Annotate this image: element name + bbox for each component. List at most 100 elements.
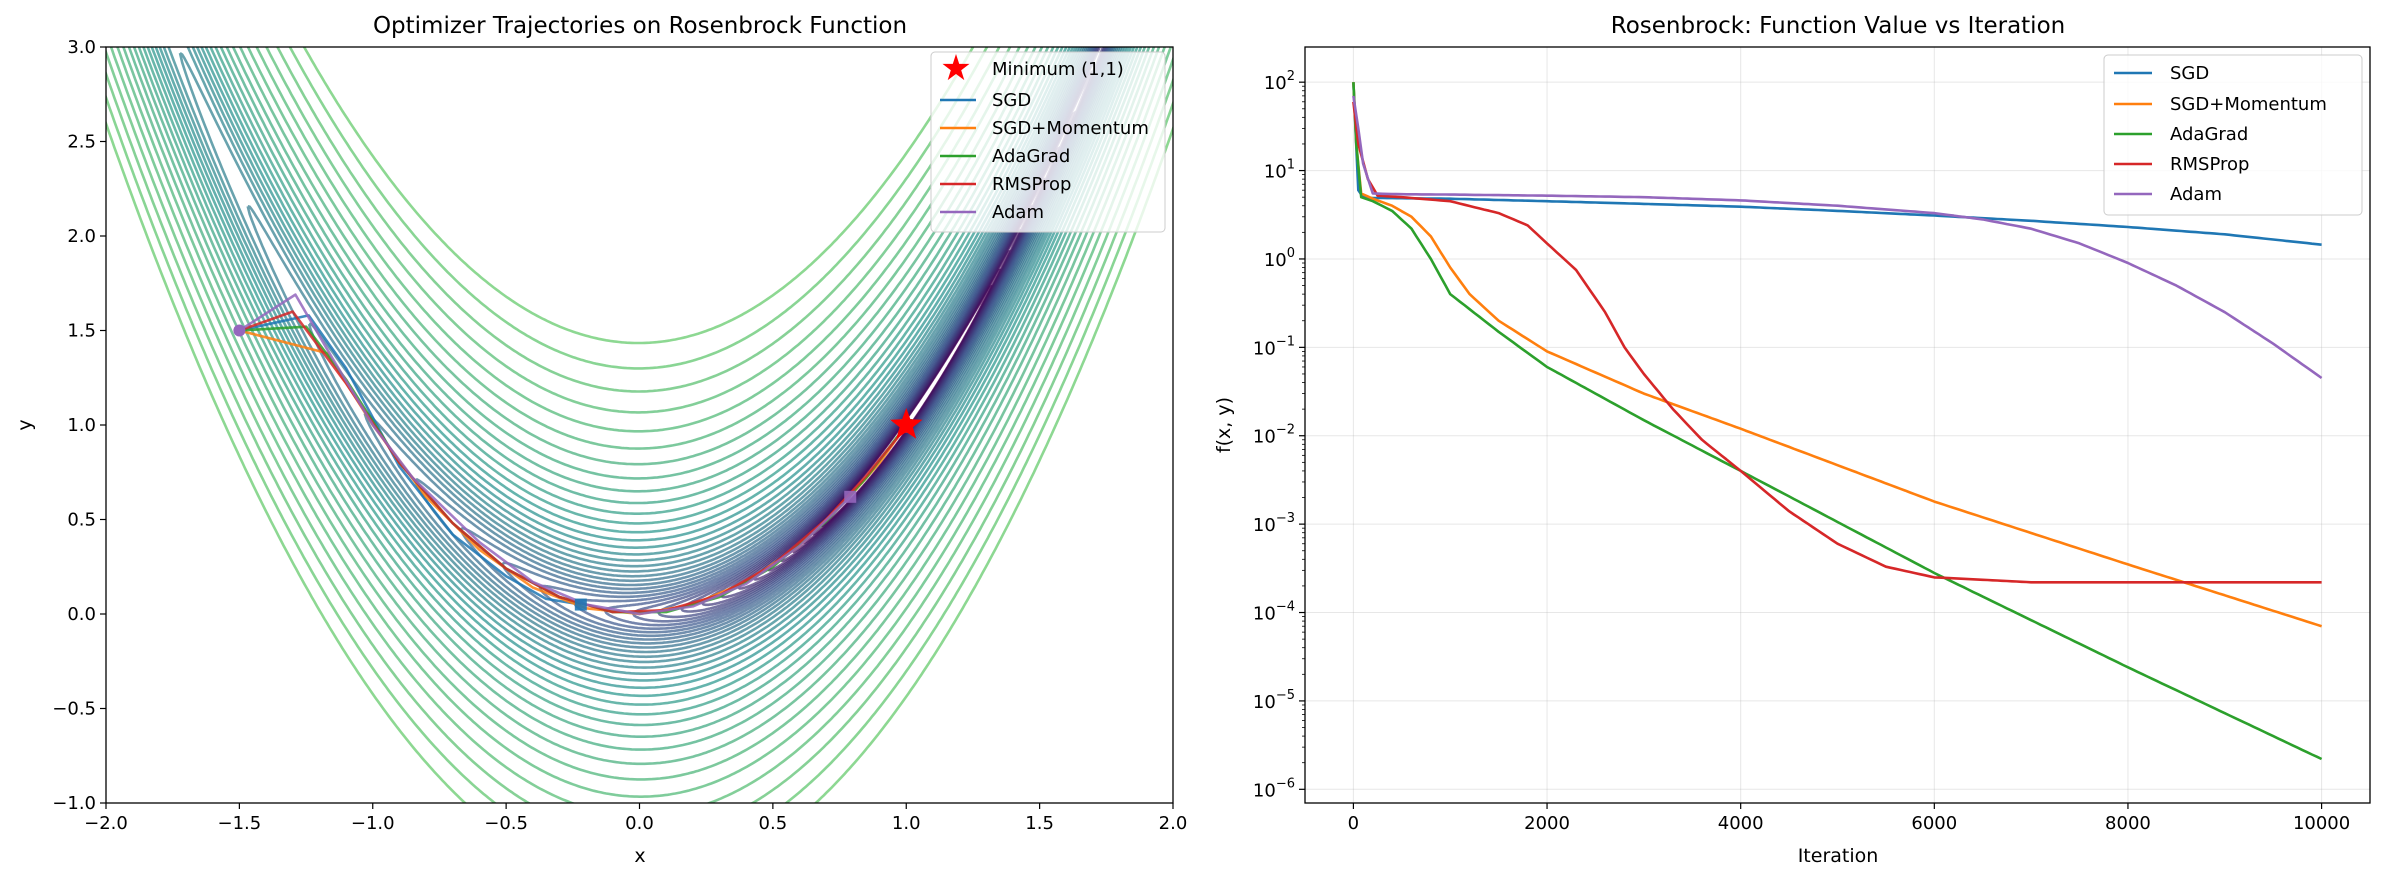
trajectory-y-label: y <box>14 419 36 430</box>
contour-level-line <box>246 47 1121 659</box>
trajectory-adam <box>238 293 852 616</box>
x-tick-label: 0 <box>1348 813 1359 834</box>
contour-level-line <box>572 47 1111 630</box>
loss-legend-label-sgd: SGD <box>2170 63 2209 84</box>
contour-lines <box>106 47 1173 803</box>
trajectory-legend: Minimum (1,1) SGD SGD+Momentum AdaGrad R… <box>930 51 1166 233</box>
end-point-marker <box>574 598 587 611</box>
contour-level-line <box>538 47 1112 634</box>
loss-curve-sgd-momentum <box>1352 82 2322 628</box>
trajectory-x-label: x <box>634 845 645 867</box>
y-tick-label: 102 <box>1264 69 1295 94</box>
contour-level-line <box>657 47 1108 619</box>
x-tick-label: −1.0 <box>351 813 395 834</box>
y-tick-label: 100 <box>1264 246 1295 271</box>
legend-label-sgd: SGD <box>992 90 1031 111</box>
y-tick-label: 0.0 <box>67 604 96 625</box>
loss-plot-frame <box>1304 46 2371 804</box>
loss-curve-rmsprop <box>1352 101 2322 584</box>
loss-chart: Rosenbrock: Function Value vs Iteration … <box>1213 13 2371 867</box>
loss-curve-adagrad <box>1352 82 2323 761</box>
contour-level-line <box>178 47 1123 664</box>
legend-label-rmsprop: RMSProp <box>992 174 1071 195</box>
y-tick-label: 10−5 <box>1253 688 1295 713</box>
x-tick-label: 0.5 <box>759 813 788 834</box>
loss-y-label: f(x, y) <box>1213 397 1235 453</box>
legend-star-icon <box>942 54 970 81</box>
contour-level-line <box>106 47 1173 803</box>
start-point-marker <box>233 324 246 337</box>
contour-level-line <box>142 47 1143 716</box>
y-tick-label: 10−6 <box>1253 776 1295 801</box>
loss-curve-adam <box>1352 95 2323 380</box>
y-tick-label: 1.5 <box>67 321 96 342</box>
x-tick-label: −2.0 <box>84 813 128 834</box>
x-tick-label: −1.5 <box>218 813 262 834</box>
trajectory-sgd <box>239 314 582 606</box>
contour-level-line <box>459 47 1115 641</box>
contour-level-line <box>106 47 1173 803</box>
contour-level-line <box>413 47 1116 645</box>
x-tick-label: 6000 <box>1911 813 1957 834</box>
loss-legend: SGD SGD+Momentum AdaGrad RMSProp Adam <box>2103 54 2363 216</box>
loss-legend-label-rmsprop: RMSProp <box>2170 154 2249 175</box>
contour-level-line <box>146 47 1139 706</box>
contour-level-line <box>150 47 1136 698</box>
x-tick-label: −0.5 <box>484 813 528 834</box>
x-tick-label: 4000 <box>1718 813 1764 834</box>
contour-level-line <box>116 47 1167 781</box>
x-tick-label: 8000 <box>2105 813 2151 834</box>
contour-level-line <box>158 47 1130 682</box>
x-tick-label: 1.0 <box>892 813 921 834</box>
contour-level-line <box>162 47 1128 675</box>
trajectory-chart: Optimizer Trajectories on Rosenbrock Fun… <box>14 13 1187 867</box>
legend-box <box>930 51 1166 233</box>
contour-level-line <box>106 47 1173 803</box>
contour-level-line <box>127 47 1156 751</box>
y-tick-label: 10−4 <box>1253 600 1295 625</box>
contour-level-line <box>307 47 1119 654</box>
contour-level-line <box>109 47 1173 798</box>
x-tick-label: 2000 <box>1524 813 1570 834</box>
y-tick-label: 2.0 <box>67 226 96 247</box>
loss-legend-label-adagrad: AdaGrad <box>2170 124 2248 145</box>
x-tick-label: 2.0 <box>1159 813 1188 834</box>
y-tick-label: 0.5 <box>67 510 96 531</box>
x-tick-label: 1.5 <box>1025 813 1054 834</box>
contour-level-line <box>132 47 1151 738</box>
contour-level-line <box>363 47 1118 649</box>
contour-level-line <box>501 47 1113 638</box>
loss-lines <box>1352 82 2323 761</box>
legend-label-minimum: Minimum (1,1) <box>992 59 1124 80</box>
loss-chart-title: Rosenbrock: Function Value vs Iteration <box>1611 13 2065 39</box>
loss-legend-label-sgd-momentum: SGD+Momentum <box>2170 94 2327 115</box>
contour-level-line <box>122 47 1161 766</box>
loss-legend-label-adam: Adam <box>2170 184 2222 205</box>
legend-label-adam: Adam <box>992 202 1044 223</box>
y-tick-label: 10−1 <box>1253 334 1295 359</box>
x-tick-label: 10000 <box>2293 813 2350 834</box>
contour-level-line <box>603 47 1110 627</box>
trajectory-axes: −2.0 −1.5 −1.0 −0.5 0.0 0.5 1.0 1.5 2.0 −1.0 −0.5 0… <box>52 37 1187 834</box>
legend-label-sgd-momentum: SGD+Momentum <box>992 118 1149 139</box>
y-tick-label: 1.0 <box>67 415 96 436</box>
y-tick-label: 2.5 <box>67 132 96 153</box>
contour-level-line <box>154 47 1133 690</box>
y-tick-label: 10−3 <box>1253 511 1295 536</box>
contour-level-line <box>106 47 1173 803</box>
y-tick-label: −0.5 <box>52 699 96 720</box>
loss-curve-sgd <box>1352 82 2322 246</box>
loss-axes: 0 2000 4000 6000 8000 10000 10−6 10−5 10−4 10−3 10… <box>1253 69 2350 834</box>
minimum-star-icon <box>890 408 923 439</box>
y-tick-label: −1.0 <box>52 793 96 814</box>
y-tick-label: 10−2 <box>1253 423 1295 448</box>
end-point-marker <box>844 490 857 503</box>
loss-legend-box <box>2103 54 2363 216</box>
x-tick-label: 0.0 <box>625 813 654 834</box>
contour-level-line <box>137 47 1147 727</box>
y-tick-label: 101 <box>1264 158 1295 183</box>
y-tick-label: 3.0 <box>67 37 96 58</box>
contour-level-line <box>631 47 1109 623</box>
trajectory-markers <box>233 324 923 611</box>
